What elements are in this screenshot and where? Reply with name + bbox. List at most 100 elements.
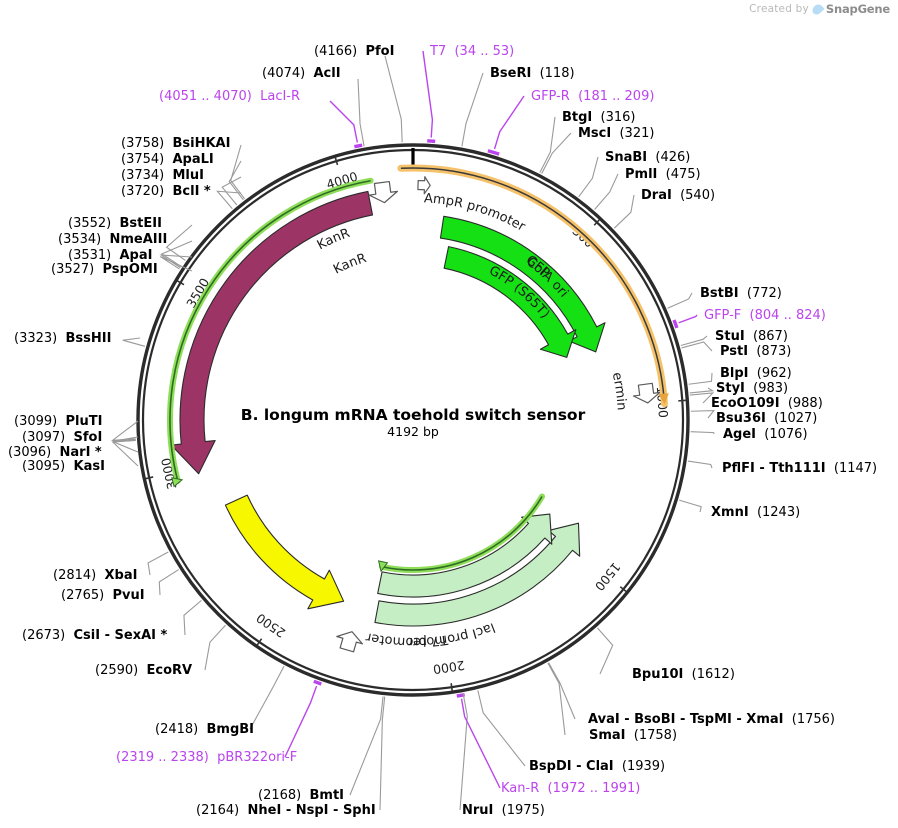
ruler-tick	[334, 157, 339, 166]
feature-gfp-s65t-[interactable]	[443, 246, 577, 358]
enzyme-name: StuI	[715, 329, 745, 344]
primer-mark[interactable]	[427, 139, 436, 144]
enzyme-position: (3096)	[8, 445, 52, 460]
enzyme-label-csii[interactable]: (2673) CsiI - SexAI *	[22, 628, 167, 643]
enzyme-label-bmgbi[interactable]: (2418) BmgBI	[155, 722, 254, 737]
enzyme-label-nrui[interactable]: NruI (1975)	[462, 803, 545, 818]
enzyme-label-nhei[interactable]: (2164) NheI - NspI - SphI	[196, 803, 376, 818]
feature-kanr[interactable]	[374, 522, 581, 627]
enzyme-label-xbai[interactable]: (2814) XbaI	[53, 568, 137, 583]
primer-mark[interactable]	[354, 143, 363, 149]
enzyme-label-acli[interactable]: (4074) AclI	[262, 66, 341, 81]
orf-line[interactable]	[169, 179, 371, 482]
enzyme-position: (3095)	[22, 459, 66, 474]
enzyme-label-gfp-r[interactable]: GFP-R (181 .. 209)	[531, 89, 654, 104]
enzyme-label-snabi[interactable]: SnaBI (426)	[605, 150, 690, 165]
enzyme-name: BlpI	[720, 366, 749, 381]
enzyme-label-gfp-f[interactable]: GFP-F (804 .. 824)	[704, 308, 826, 323]
enzyme-label-pmli[interactable]: PmlI (475)	[625, 167, 701, 182]
enzyme-name: BseRI	[490, 66, 532, 81]
enzyme-label-drai[interactable]: DraI (540)	[641, 188, 715, 203]
label-leader-line	[160, 240, 193, 268]
enzyme-position: (1758)	[633, 728, 678, 743]
enzyme-position: (772)	[746, 286, 782, 301]
label-leader-line	[688, 372, 713, 385]
ruler-label: 1500	[592, 560, 624, 594]
enzyme-label-nari[interactable]: (3096) NarI *	[8, 445, 102, 460]
enzyme-label-ecoo109i[interactable]: EcoO109I (988)	[711, 396, 823, 411]
ruler-tick	[176, 279, 185, 286]
enzyme-name: BtgI	[562, 110, 593, 125]
feature-cola-ori[interactable]	[224, 494, 345, 610]
enzyme-label-mlui[interactable]: (3734) MluI	[121, 168, 204, 183]
primer-mark[interactable]	[313, 679, 322, 686]
enzyme-position: (181 .. 209)	[578, 89, 655, 104]
enzyme-label-bstbi[interactable]: BstBI (772)	[700, 286, 782, 301]
enzyme-label-bsshii[interactable]: (3323) BssHII	[14, 331, 111, 346]
enzyme-name: AgeI	[723, 427, 757, 442]
ampr-promoter-arrow[interactable]	[334, 628, 365, 654]
enzyme-label-pspomi[interactable]: (3527) PspOMI	[51, 262, 158, 277]
enzyme-label-apai[interactable]: (3531) ApaI	[68, 248, 152, 263]
orf-arrowhead	[171, 477, 184, 488]
enzyme-label-btgi[interactable]: BtgI (316)	[562, 110, 636, 125]
enzyme-name: BstEII	[119, 216, 162, 231]
enzyme-name: BclI *	[172, 184, 211, 199]
label-leader-line	[349, 696, 384, 796]
enzyme-label-pflfi[interactable]: PflFI - Tth111I (1147)	[722, 461, 877, 476]
label-leader-line	[159, 256, 193, 272]
enzyme-label-pbr322ori-f[interactable]: (2319 .. 2338) pBR322ori-F	[116, 750, 297, 765]
enzyme-label-stui[interactable]: StuI (867)	[715, 329, 788, 344]
laci-promoter-arrow[interactable]	[368, 180, 399, 205]
enzyme-label-apali[interactable]: (3754) ApaLI	[121, 152, 214, 167]
enzyme-position: (2168)	[258, 788, 302, 803]
enzyme-label-ecorv[interactable]: (2590) EcoRV	[95, 663, 192, 678]
enzyme-label-bsu36i[interactable]: Bsu36I (1027)	[716, 411, 817, 426]
label-leader-line	[147, 551, 169, 576]
enzyme-label-kan-r[interactable]: Kan-R (1972 .. 1991)	[501, 781, 640, 796]
enzyme-label-pvui[interactable]: (2765) PvuI	[61, 588, 145, 603]
label-leader-line	[221, 176, 242, 206]
primer-mark[interactable]	[487, 149, 500, 156]
label-leader-line	[329, 100, 359, 143]
primer-mark[interactable]	[672, 319, 679, 329]
enzyme-name: NheI - NspI - SphI	[247, 803, 376, 818]
enzyme-label-psti[interactable]: PstI (873)	[720, 344, 791, 359]
enzyme-label-agei[interactable]: AgeI (1076)	[723, 427, 808, 442]
enzyme-position: (983)	[753, 381, 789, 396]
enzyme-label-bmti[interactable]: (2168) BmtI	[258, 788, 344, 803]
feature-laci[interactable]	[170, 190, 374, 475]
enzyme-label-bpu10i[interactable]: Bpu10I (1612)	[632, 667, 735, 682]
enzyme-position: (426)	[655, 150, 691, 165]
enzyme-label-pfoi[interactable]: (4166) PfoI	[314, 44, 394, 59]
enzyme-label-avai[interactable]: AvaI - BsoBI - TspMI - XmaI (1756)	[588, 712, 835, 727]
enzyme-label-msci[interactable]: MscI (321)	[578, 126, 654, 141]
enzyme-label-nmeaiii[interactable]: (3534) NmeAIII	[58, 232, 167, 247]
enzyme-label-laci-r[interactable]: (4051 .. 4070) LacI-R	[159, 89, 300, 104]
enzyme-name: PstI	[720, 344, 749, 359]
enzyme-label-bstei[interactable]: (3552) BstEII	[68, 216, 162, 231]
enzyme-label-xmni[interactable]: XmnI (1243)	[711, 505, 800, 520]
transcript-arc[interactable]	[400, 167, 669, 405]
enzyme-label-smai[interactable]: SmaI (1758)	[589, 728, 677, 743]
enzyme-position: (867)	[752, 329, 788, 344]
label-leader-line	[477, 690, 526, 767]
feature-kanr[interactable]	[377, 513, 553, 598]
enzyme-label-t7[interactable]: T7 (34 .. 53)	[430, 44, 514, 59]
enzyme-label-styi[interactable]: StyI (983)	[716, 381, 788, 396]
enzyme-label-pluti[interactable]: (3099) PluTI	[14, 414, 102, 429]
feature-gfp[interactable]	[439, 215, 606, 353]
enzyme-label-bcli[interactable]: (3720) BclI *	[121, 184, 211, 199]
enzyme-name: Kan-R	[501, 781, 540, 796]
enzyme-label-bspdi[interactable]: BspDI - ClaI (1939)	[529, 759, 665, 774]
primer-mark[interactable]	[456, 693, 465, 698]
enzyme-label-bsihkai[interactable]: (3758) BsiHKAI	[121, 136, 230, 151]
ruler-tick	[593, 218, 601, 226]
orf-line[interactable]	[381, 496, 543, 571]
t7-terminator-arrow[interactable]	[632, 382, 661, 404]
enzyme-label-sfoi[interactable]: (3097) SfoI	[22, 430, 102, 445]
enzyme-label-bseri[interactable]: BseRI (118)	[490, 66, 575, 81]
t7-promoter-arrow[interactable]	[417, 176, 431, 195]
enzyme-label-kasi[interactable]: (3095) KasI	[22, 459, 105, 474]
enzyme-label-blpi[interactable]: BlpI (962)	[720, 366, 792, 381]
